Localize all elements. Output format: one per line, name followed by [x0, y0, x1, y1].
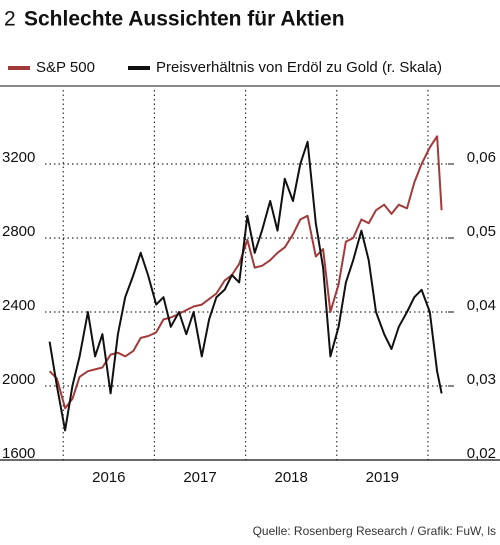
x-tick-label: 2017 — [183, 469, 216, 486]
y-tick-label: 2400 — [2, 297, 35, 314]
y-tick-label: 3200 — [2, 149, 35, 166]
y2-tick-label: 0,04 — [467, 297, 496, 314]
x-tick-label: 2016 — [92, 469, 125, 486]
y-tick-label: 2800 — [2, 223, 35, 240]
source: Quelle: Rosenberg Research / Grafik: FuW… — [253, 524, 496, 538]
y2-tick-label: 0,05 — [467, 223, 496, 240]
y2-tick-label: 0,02 — [467, 445, 496, 462]
x-tick-label: 2019 — [366, 469, 399, 486]
chart-title: Schlechte Aussichten für Aktien — [24, 8, 345, 31]
y-tick-label: 2000 — [2, 371, 35, 388]
series-line — [48, 135, 443, 410]
series-line — [48, 140, 443, 432]
y2-tick-label: 0,03 — [467, 371, 496, 388]
y-tick-label: 1600 — [2, 445, 35, 462]
legend-label: S&P 500 — [36, 59, 95, 76]
y2-tick-label: 0,06 — [467, 149, 496, 166]
chart-number: 2 — [4, 8, 16, 31]
legend-label: Preisverhältnis von Erdöl zu Gold (r. Sk… — [156, 59, 442, 76]
x-tick-label: 2018 — [274, 469, 307, 486]
